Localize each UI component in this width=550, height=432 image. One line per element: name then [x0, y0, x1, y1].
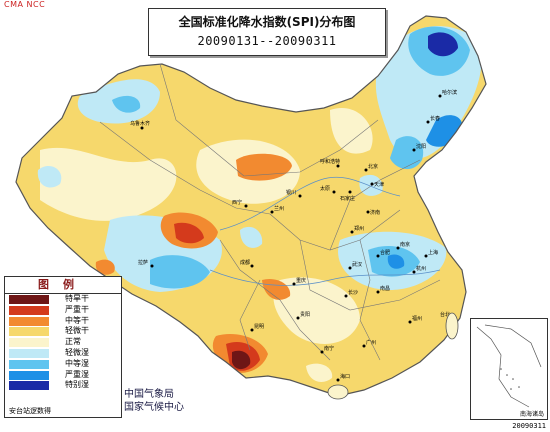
map-period: 20090131--20090311: [197, 34, 337, 48]
city-label: 南宁: [324, 345, 334, 352]
city-label: 呼和浩特: [320, 158, 340, 165]
legend-item: 严重湿: [5, 370, 121, 381]
legend-label: 正常: [65, 337, 81, 347]
legend-item: 轻微干: [5, 326, 121, 337]
province-borders: [99, 63, 441, 361]
city-label: 济南: [370, 209, 380, 216]
legend-label: 严重干: [65, 304, 89, 314]
city-label: 福州: [412, 315, 422, 322]
city-label: 拉萨: [138, 259, 148, 266]
legend-item: 特旱干: [5, 294, 121, 305]
city-label: 银川: [286, 189, 296, 196]
city-label: 北京: [368, 163, 378, 170]
city-label: 昆明: [254, 324, 264, 330]
title-box: 全国标准化降水指数(SPI)分布图 20090131--20090311: [148, 8, 386, 56]
taiwan-island: [445, 312, 459, 340]
city-label: 南昌: [380, 285, 390, 292]
legend-swatch: [9, 295, 49, 304]
legend-swatch: [9, 305, 49, 315]
legend-item: 严重干: [5, 305, 121, 316]
legend-item: 正常: [5, 337, 121, 348]
city-label: 哈尔滨: [442, 89, 457, 96]
city-label: 台北: [440, 311, 450, 318]
legend-panel: 图例 特旱干 严重干 中等干 轻微干 正常 轻微湿 中等湿 严重湿 特别湿 安台站逻数得: [4, 276, 122, 418]
legend-swatch: [9, 338, 49, 348]
south-china-sea-inset: 南海诸岛: [470, 318, 548, 420]
city-label: 天津: [374, 181, 384, 188]
city-label: 郑州: [354, 225, 364, 232]
legend-swatch: [9, 348, 49, 358]
city-label: 成都: [240, 259, 250, 266]
legend-item: 特别湿: [5, 380, 121, 391]
legend-item: 中等湿: [5, 359, 121, 370]
legend-item: 轻微湿: [5, 348, 121, 359]
corner-code: CMA NCC: [4, 0, 46, 9]
rivers: [209, 176, 441, 286]
agency-line-2: 国家气候中心: [124, 402, 184, 413]
inset-caption: 南海诸岛: [519, 411, 544, 418]
agency-block: 中国气象局 国家气候中心: [124, 388, 184, 414]
legend-label: 中等湿: [65, 358, 89, 368]
city-label: 贵阳: [300, 311, 310, 318]
legend-label: 严重湿: [65, 369, 89, 379]
city-label: 兰州: [274, 205, 284, 212]
legend-label: 中等干: [65, 315, 89, 325]
city-label: 海口: [340, 373, 350, 380]
city-label: 武汉: [352, 261, 362, 268]
country-border: [15, 15, 487, 397]
legend-label: 特旱干: [65, 294, 89, 303]
date-code: 20090311: [512, 422, 546, 430]
agency-line-1: 中国气象局: [124, 389, 174, 400]
city-label: 沈阳: [416, 143, 426, 150]
legend-swatch: [9, 327, 49, 337]
legend-label: 特别湿: [65, 380, 89, 390]
city-label: 广州: [366, 339, 376, 346]
legend-label: 轻微干: [65, 326, 89, 336]
city-label: 长沙: [348, 289, 358, 296]
legend-label: 轻微湿: [65, 347, 89, 357]
inset-map: [476, 324, 542, 408]
city-label: 太原: [320, 185, 330, 192]
city-label: 长春: [430, 115, 440, 122]
legend-heading: 图例: [5, 277, 121, 294]
legend-item: 中等干: [5, 316, 121, 327]
city-label: 乌鲁木齐: [130, 120, 150, 127]
legend-swatch: [9, 370, 49, 380]
legend-swatch: [9, 316, 49, 326]
city-label: 石家庄: [340, 195, 355, 202]
legend-swatch: [9, 381, 49, 391]
city-label: 重庆: [296, 277, 306, 284]
city-label: 南京: [400, 241, 410, 248]
city-label: 杭州: [416, 265, 426, 272]
legend-source-note: 安台站逻数得: [9, 407, 51, 415]
city-label: 西宁: [232, 199, 242, 206]
city-label: 合肥: [380, 249, 390, 256]
city-label: 上海: [428, 249, 438, 256]
hainan-island: [327, 384, 349, 400]
legend-swatch: [9, 359, 49, 369]
map-title: 全国标准化降水指数(SPI)分布图: [178, 15, 356, 29]
